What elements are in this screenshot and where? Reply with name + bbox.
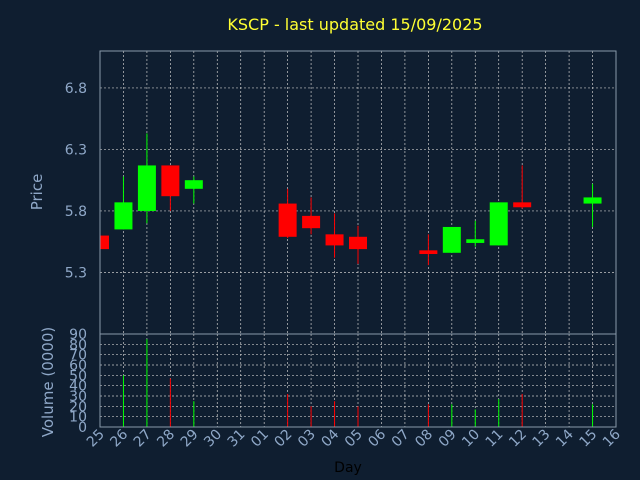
price-axis-ticks: 6.8 6.3 5.8 5.3 bbox=[65, 81, 87, 282]
day-tick-label: 25 bbox=[84, 427, 108, 451]
day-tick-label: 05 bbox=[342, 427, 366, 451]
day-tick-label: 29 bbox=[178, 427, 202, 451]
volume-tick-label: 0 bbox=[78, 420, 87, 436]
day-tick-label: 06 bbox=[365, 426, 389, 450]
price-axis-label: Price bbox=[28, 174, 46, 211]
candle bbox=[513, 165, 532, 209]
day-tick-label: 16 bbox=[600, 426, 624, 450]
volume-tick-label: 20 bbox=[69, 399, 87, 415]
day-tick-label: 28 bbox=[154, 427, 178, 451]
day-tick-label: 03 bbox=[295, 427, 319, 451]
volume-axis-label: Volume (0000) bbox=[39, 327, 57, 437]
day-tick-label: 08 bbox=[412, 427, 436, 451]
candle-body bbox=[137, 165, 156, 211]
price-candles bbox=[99, 133, 602, 266]
candle-body bbox=[302, 215, 321, 229]
candle-body bbox=[100, 235, 109, 250]
day-tick-label: 27 bbox=[131, 427, 155, 451]
volume-tick-label: 40 bbox=[69, 379, 87, 395]
day-tick-label: 10 bbox=[459, 427, 483, 451]
candle bbox=[161, 165, 180, 211]
day-tick-label: 31 bbox=[225, 427, 249, 451]
day-tick-label: 12 bbox=[506, 427, 530, 451]
day-tick-label: 15 bbox=[576, 427, 600, 451]
volume-panel-frame bbox=[99, 333, 617, 428]
day-tick-label: 26 bbox=[107, 426, 131, 450]
candle bbox=[489, 202, 508, 246]
candle-body bbox=[513, 202, 532, 208]
candle-body bbox=[349, 236, 367, 250]
candle-body bbox=[325, 234, 344, 246]
day-axis-label: Day bbox=[334, 460, 362, 476]
price-tick-label: 5.8 bbox=[65, 204, 87, 220]
day-tick-label: 30 bbox=[201, 427, 225, 451]
candle-body bbox=[114, 202, 133, 230]
candle-body bbox=[466, 239, 485, 243]
candle bbox=[114, 176, 133, 230]
price-tick-label: 6.3 bbox=[65, 142, 87, 158]
candle bbox=[278, 188, 297, 239]
volume-tick-label: 30 bbox=[69, 389, 87, 405]
volume-tick-label: 60 bbox=[69, 358, 87, 374]
volume-bars bbox=[122, 339, 594, 427]
volume-tick-label: 50 bbox=[69, 368, 87, 384]
candle bbox=[466, 220, 485, 247]
candle-body bbox=[184, 180, 203, 189]
day-tick-label: 13 bbox=[530, 427, 554, 451]
candle bbox=[137, 133, 156, 224]
candle-body bbox=[419, 250, 438, 255]
candle-body bbox=[442, 226, 461, 253]
day-tick-label: 07 bbox=[389, 427, 413, 451]
day-tick-label: 02 bbox=[272, 427, 296, 451]
price-tick-label: 6.8 bbox=[65, 81, 87, 97]
chart-title: KSCP - last updated 15/09/2025 bbox=[227, 15, 482, 34]
candle bbox=[419, 234, 438, 266]
volume-tick-label: 70 bbox=[69, 348, 87, 364]
day-tick-label: 14 bbox=[553, 426, 577, 450]
candle-body bbox=[161, 165, 180, 197]
candle-body bbox=[583, 197, 602, 204]
candle bbox=[442, 226, 461, 253]
day-tick-label: 09 bbox=[436, 427, 460, 451]
candle bbox=[349, 225, 367, 264]
day-axis-ticks: 25 26 27 28 29 30 31 01 02 03 04 05 06 07 08 09 10 11 12 13… bbox=[84, 426, 624, 450]
candle-body bbox=[489, 202, 508, 246]
price-tick-label: 5.3 bbox=[65, 265, 87, 281]
volume-tick-label: 90 bbox=[69, 327, 87, 343]
volume-tick-label: 80 bbox=[69, 337, 87, 353]
day-tick-label: 01 bbox=[248, 427, 272, 451]
volume-tick-label: 10 bbox=[69, 410, 87, 426]
candle bbox=[302, 197, 321, 235]
candle bbox=[99, 235, 109, 251]
day-tick-label: 11 bbox=[483, 427, 507, 451]
day-tick-label: 04 bbox=[318, 426, 342, 450]
candle bbox=[325, 213, 344, 258]
candle bbox=[184, 176, 203, 204]
candle bbox=[583, 183, 602, 227]
candle-body bbox=[278, 203, 297, 237]
